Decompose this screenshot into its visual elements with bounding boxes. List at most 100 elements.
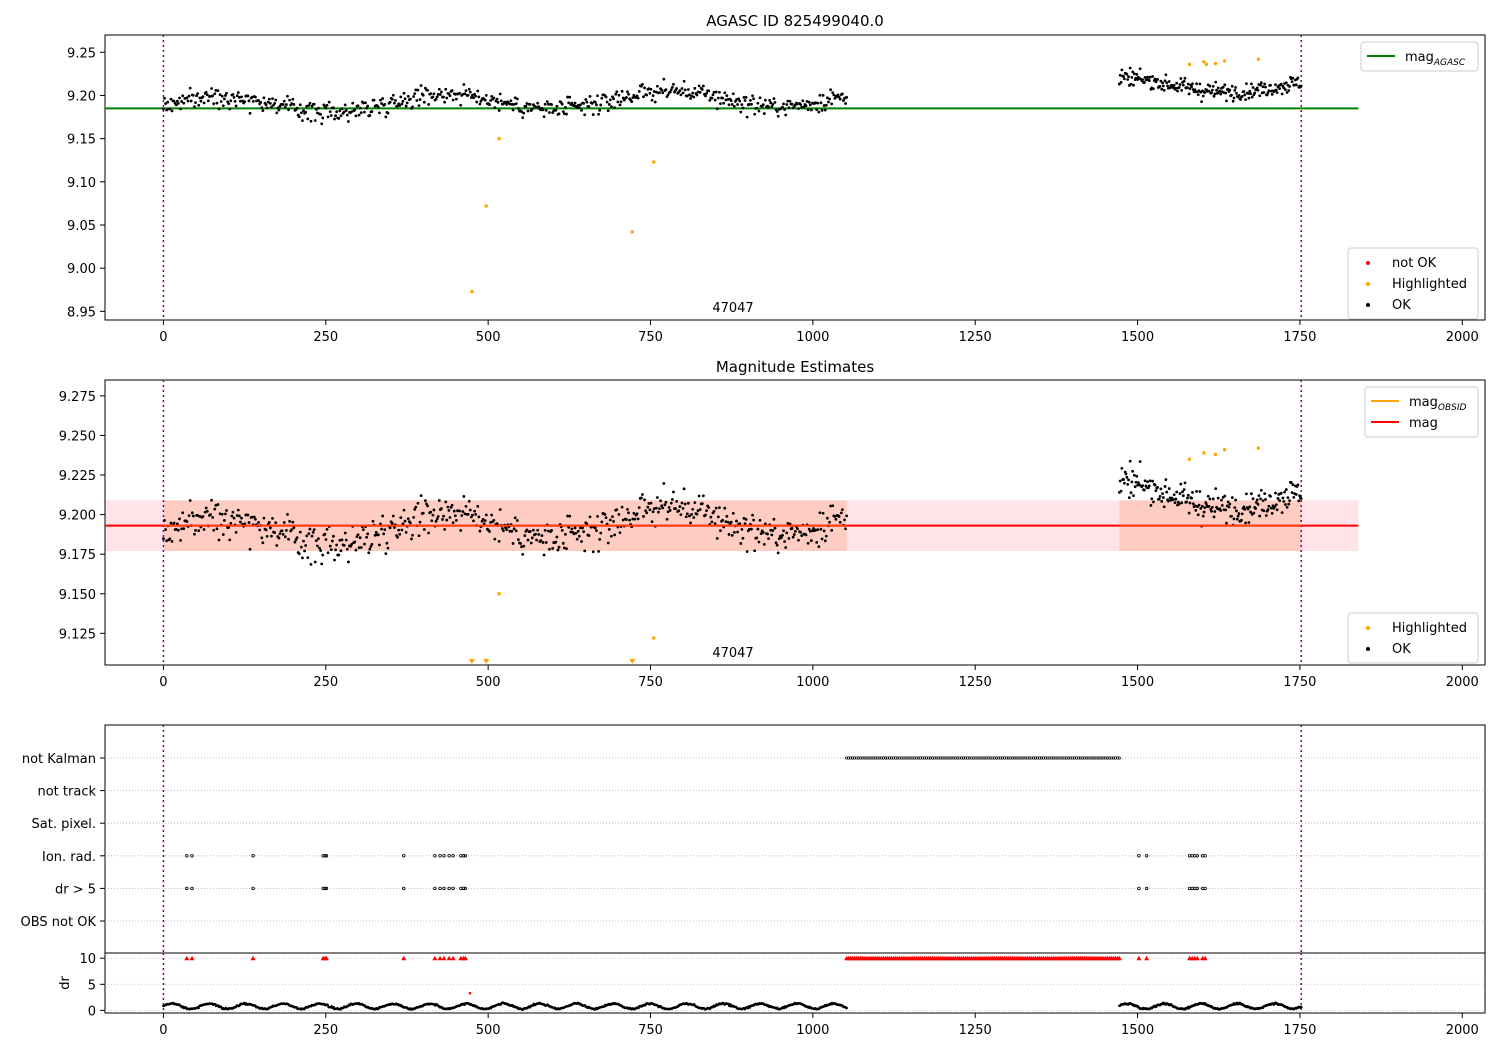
- ok-point: [283, 105, 287, 109]
- ok-point: [282, 99, 286, 103]
- ok-point: [774, 541, 778, 545]
- ok-point: [600, 520, 604, 524]
- flag-point: [323, 886, 327, 891]
- ok-point: [832, 93, 836, 97]
- flag-point: [889, 756, 893, 760]
- ok-point: [471, 513, 474, 517]
- flag-point: [1022, 756, 1026, 760]
- off-scale-marker: [468, 659, 475, 664]
- ok-point: [227, 526, 231, 529]
- dr-clipped-point: [432, 955, 438, 961]
- ok-point: [543, 528, 547, 532]
- ok-point: [660, 88, 664, 92]
- ok-point: [1230, 93, 1233, 97]
- ok-point: [1234, 86, 1238, 89]
- ok-point: [185, 520, 189, 523]
- ok-point: [593, 100, 597, 104]
- ok-point: [1146, 75, 1150, 79]
- ok-point: [1198, 82, 1202, 86]
- ok-point: [1179, 77, 1183, 80]
- ok-point: [662, 482, 666, 485]
- ok-point: [716, 96, 720, 100]
- ok-point: [1147, 79, 1151, 82]
- ok-point: [467, 87, 471, 91]
- ok-point: [678, 505, 682, 508]
- ok-point: [836, 93, 840, 97]
- ok-point: [304, 110, 308, 114]
- ok-point: [713, 522, 717, 526]
- flag-point: [975, 756, 979, 760]
- ok-point: [1234, 498, 1238, 502]
- ok-point: [799, 530, 803, 534]
- ok-point: [417, 534, 421, 538]
- ok-point: [1210, 509, 1213, 513]
- y-tick-label: 9.20: [67, 89, 96, 104]
- ok-point: [654, 506, 658, 510]
- ok-point: [600, 96, 604, 100]
- ok-point: [369, 545, 373, 548]
- ok-point: [392, 526, 396, 529]
- ok-point: [661, 91, 665, 95]
- ok-point: [750, 527, 753, 531]
- ok-point: [731, 511, 735, 515]
- dr-clipped-point: [450, 955, 456, 961]
- ok-point: [761, 103, 765, 107]
- ok-point: [1146, 480, 1150, 484]
- ok-point: [1164, 478, 1168, 481]
- ok-point: [1154, 489, 1158, 493]
- ok-point: [1132, 83, 1135, 87]
- ok-point: [711, 93, 715, 97]
- ok-point: [701, 494, 705, 498]
- ok-point: [236, 91, 240, 94]
- x-tick-label: 0: [159, 1023, 167, 1038]
- ok-point: [274, 521, 278, 525]
- ok-point: [429, 92, 433, 96]
- ok-point: [299, 111, 303, 115]
- ok-point: [1297, 499, 1301, 503]
- ok-point: [788, 522, 792, 526]
- ok-point: [736, 103, 739, 106]
- ok-point: [591, 550, 595, 554]
- x-tick-label: 250: [313, 330, 338, 345]
- flag-point: [433, 854, 437, 858]
- ok-point: [526, 109, 530, 113]
- ok-point: [688, 93, 691, 97]
- ok-point: [548, 547, 551, 551]
- ok-point: [290, 528, 294, 532]
- ok-point: [1288, 85, 1291, 88]
- ok-point: [298, 103, 302, 107]
- ok-point: [1221, 85, 1225, 89]
- ok-point: [650, 520, 654, 523]
- ok-point: [1119, 80, 1123, 84]
- ok-point: [1288, 499, 1291, 503]
- highlighted-point: [497, 136, 501, 141]
- flag-point: [461, 854, 466, 858]
- flag-point: [913, 756, 917, 760]
- ok-point: [562, 546, 566, 550]
- ok-point: [305, 104, 309, 108]
- ok-point: [1196, 93, 1200, 97]
- ok-point: [1248, 505, 1252, 509]
- ok-point: [1156, 77, 1159, 81]
- flag-point: [981, 756, 985, 760]
- ok-point: [1120, 68, 1124, 72]
- x-tick-label: 2000: [1446, 1023, 1479, 1038]
- legend-label: OK: [1392, 298, 1411, 313]
- x-tick-label: 500: [476, 330, 501, 345]
- ok-point: [844, 102, 847, 105]
- ok-point: [340, 107, 344, 111]
- ok-point: [511, 108, 515, 112]
- ok-point: [380, 102, 383, 105]
- ok-point: [797, 538, 800, 542]
- ok-point: [283, 535, 287, 539]
- ok-point: [1235, 517, 1239, 521]
- ok-point: [1299, 497, 1303, 500]
- ok-point: [187, 514, 191, 518]
- y-tick-label: 9.25: [67, 46, 96, 61]
- ok-point: [513, 516, 517, 520]
- ok-point: [626, 90, 629, 94]
- flag-point: [1084, 756, 1088, 760]
- ok-point: [681, 506, 685, 510]
- ok-point: [1249, 92, 1252, 96]
- ok-point: [608, 98, 612, 102]
